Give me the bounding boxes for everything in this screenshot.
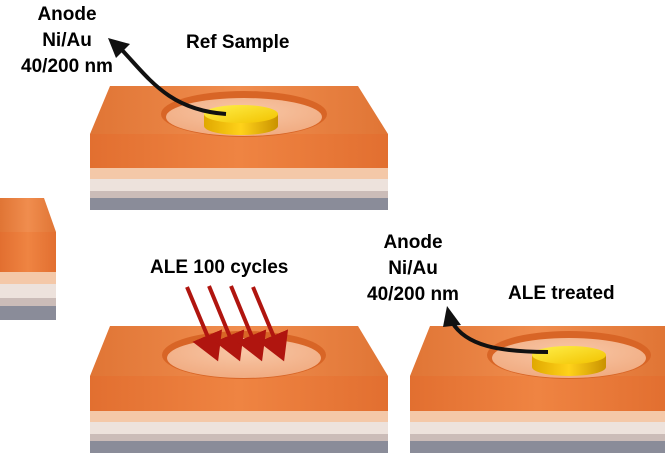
ale-arrow-4 [251, 286, 289, 362]
left-partial-stack [0, 198, 56, 320]
ref-orange-layer [90, 134, 388, 168]
ale-stack [90, 326, 388, 453]
ref-light-layer [90, 179, 388, 191]
anode-label-bottom-line1: Anode [383, 232, 443, 253]
ref-sample-label: Ref Sample [186, 32, 290, 53]
anode-label-bottom-line3: 40/200 nm [367, 284, 459, 305]
ref-peach-layer [90, 168, 388, 179]
ref-sample-stack [90, 86, 388, 210]
ale-cycles-label: ALE 100 cycles [150, 257, 289, 278]
anode-label-top: Anode Ni/Au 40/200 nm [0, 2, 134, 80]
anode-pointer-top [108, 38, 227, 116]
anode-label-top-line1: Anode [37, 4, 97, 25]
ref-mid-layer [90, 191, 388, 198]
anode-label-bottom: Anode Ni/Au 40/200 nm [348, 230, 478, 308]
anode-label-top-line2: Ni/Au [42, 30, 92, 51]
ale-treated-stack [410, 326, 665, 453]
ale-arrow-2 [207, 285, 245, 362]
ale-arrows [185, 285, 289, 362]
anode-label-top-line3: 40/200 nm [21, 56, 113, 77]
treated-anode-disk [532, 346, 606, 376]
anode-label-bottom-line2: Ni/Au [388, 258, 438, 279]
ref-anode-disk [204, 105, 278, 135]
ale-treated-label: ALE treated [508, 283, 615, 304]
ale-arrow-1 [185, 286, 223, 362]
ale-arrow-3 [229, 285, 267, 362]
anode-pointer-bottom [443, 306, 549, 354]
ref-gray-layer [90, 198, 388, 210]
